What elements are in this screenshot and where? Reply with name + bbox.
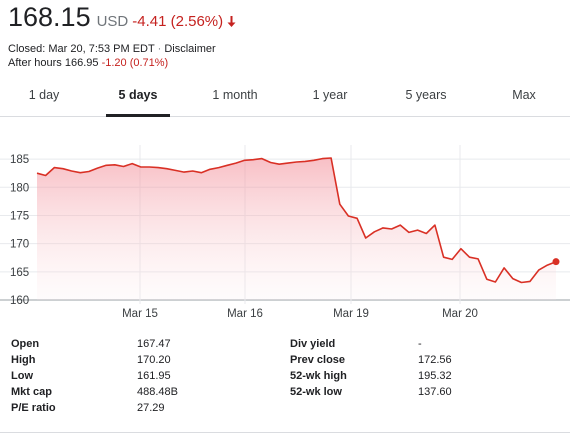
down-arrow-icon bbox=[227, 16, 236, 27]
x-tick-label: Mar 16 bbox=[227, 308, 263, 320]
stat-value: 170.20 bbox=[137, 354, 171, 366]
y-tick-label: 160 bbox=[10, 295, 29, 307]
y-tick-label: 180 bbox=[10, 182, 29, 194]
last-price-dot bbox=[552, 258, 560, 266]
stat-label: Mkt cap bbox=[11, 386, 52, 398]
stat-label: Div yield bbox=[290, 338, 336, 350]
price-chart[interactable]: 160 165 170 175 180 185 Mar 15 Mar 16 Mar 19 Mar … bbox=[0, 140, 570, 325]
stat-value: 488.48B bbox=[137, 386, 178, 398]
tab-5-years[interactable]: 5 years bbox=[405, 88, 447, 102]
stat-value: - bbox=[418, 338, 422, 350]
tab-1-day[interactable]: 1 day bbox=[28, 88, 60, 102]
stat-label: P/E ratio bbox=[11, 402, 56, 414]
stat-value: 195.32 bbox=[418, 370, 452, 382]
current-price: 168.15 bbox=[8, 2, 91, 32]
y-tick-label: 175 bbox=[10, 210, 29, 222]
x-tick-label: Mar 19 bbox=[333, 308, 369, 320]
after-hours-price: After hours 166.95 bbox=[8, 57, 99, 69]
stat-value: 161.95 bbox=[137, 370, 171, 382]
tab-5-days[interactable]: 5 days bbox=[106, 80, 170, 117]
tab-1-month[interactable]: 1 month bbox=[212, 88, 258, 102]
closed-status-line: Closed: Mar 20, 7:53 PM EDT · Disclaimer bbox=[8, 43, 216, 55]
y-tick-label: 185 bbox=[10, 154, 29, 166]
x-tick-label: Mar 20 bbox=[442, 308, 478, 320]
stat-value: 172.56 bbox=[418, 354, 452, 366]
tab-max[interactable]: Max bbox=[512, 88, 536, 102]
stat-value: 167.47 bbox=[137, 338, 171, 350]
stat-label: Prev close bbox=[290, 354, 346, 366]
stat-label: 52-wk low bbox=[290, 386, 342, 398]
closed-time: Closed: Mar 20, 7:53 PM EDT bbox=[8, 43, 155, 55]
stat-value: 137.60 bbox=[418, 386, 452, 398]
price-line bbox=[36, 157, 557, 284]
disclaimer-link[interactable]: Disclaimer bbox=[164, 43, 216, 55]
price-area-fill bbox=[37, 158, 556, 300]
price-change: -4.41 (2.56%) bbox=[132, 13, 224, 30]
stat-label: Open bbox=[11, 338, 40, 350]
stat-label: 52-wk high bbox=[290, 370, 347, 382]
separator-dot: · bbox=[157, 43, 162, 55]
y-tick-label: 165 bbox=[10, 267, 29, 279]
x-tick-label: Mar 15 bbox=[122, 308, 158, 320]
currency-label: USD bbox=[96, 13, 129, 30]
quote-header: 168.15 USD -4.41 (2.56%) bbox=[8, 2, 236, 33]
tab-1-year[interactable]: 1 year bbox=[312, 88, 348, 102]
y-tick-label: 170 bbox=[10, 239, 29, 251]
time-range-tabs: 1 day 5 days 1 month 1 year 5 years Max bbox=[0, 80, 570, 117]
stat-label: Low bbox=[11, 370, 33, 382]
after-hours-line: After hours 166.95 -1.20 (0.71%) bbox=[8, 57, 168, 69]
bottom-divider bbox=[0, 432, 570, 433]
stat-value: 27.29 bbox=[137, 402, 165, 414]
after-hours-change: -1.20 (0.71%) bbox=[101, 57, 169, 69]
stat-label: High bbox=[11, 354, 36, 366]
